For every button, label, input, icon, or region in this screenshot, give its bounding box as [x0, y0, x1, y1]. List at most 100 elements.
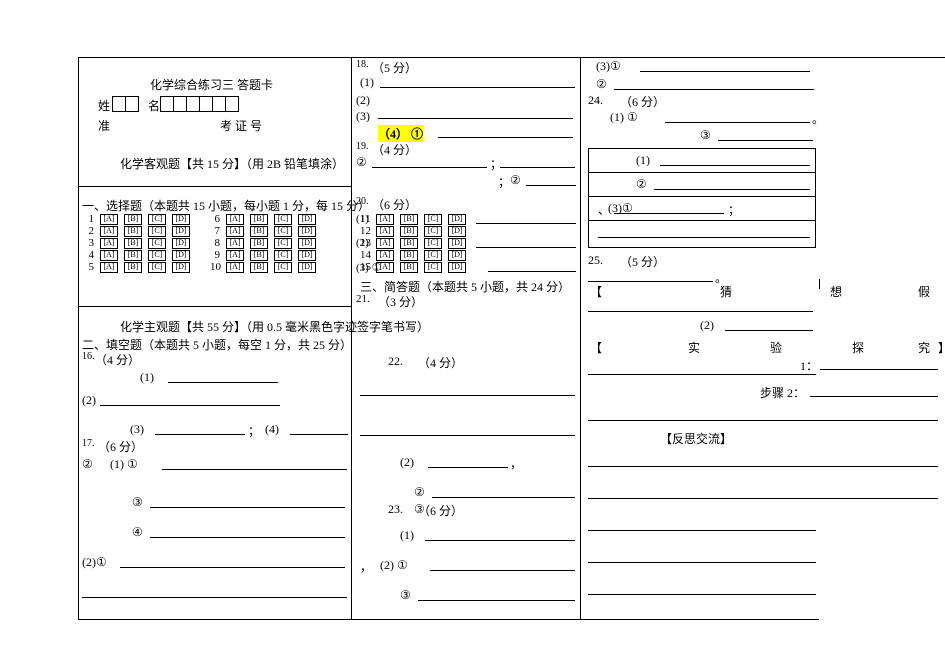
q20-pts: （6 分） — [372, 196, 417, 213]
q20-2-line — [476, 247, 576, 248]
q25-step2-line — [810, 396, 938, 397]
q17-1: (1) ① — [110, 457, 138, 472]
q23-num: 23. — [388, 502, 403, 517]
q25-step1-line — [820, 369, 938, 370]
id-lead: 准 — [98, 117, 110, 134]
q20-1-line — [476, 223, 576, 224]
answer-sheet: 化学综合练习三 答题卡 姓 名 准 考 证 号 化学客观题【共 15 分】（用 … — [0, 0, 945, 669]
q22-2: (2) — [400, 455, 414, 470]
q18-4-line — [438, 137, 573, 138]
q25-line-c — [588, 466, 938, 467]
q23-pts: （6 分） — [418, 502, 463, 519]
q25-brk2-a: 实 — [688, 339, 700, 356]
q23-2-line — [430, 570, 575, 571]
hline-2 — [78, 306, 351, 307]
q25-step2-line2 — [588, 420, 938, 421]
q22-2-comma: ， — [510, 455, 522, 472]
q18-c2: ② — [356, 155, 367, 170]
part1-title: 一、选择题（本题共 15 小题，每小题 1 分，每 15 分） — [82, 197, 370, 214]
q25-brk1-a: 猜 — [720, 283, 732, 300]
q16-4: (4) — [265, 422, 279, 437]
q23-comma: ， — [360, 558, 372, 575]
col-div-3a — [819, 279, 820, 289]
frame-top — [78, 57, 945, 58]
q23-1: (1) — [400, 528, 414, 543]
q25-line-b — [588, 311, 813, 312]
q18-2-line — [378, 118, 573, 119]
q20-1: (1) — [356, 213, 369, 225]
q20-num: 20. — [356, 196, 369, 207]
q23-c3-line — [418, 600, 575, 601]
q18-3: (3) — [356, 109, 370, 124]
subj-title: 化学主观题【共 55 分】（用 0.5 毫米黑色字迹签字笔书写） — [120, 318, 429, 335]
q25-brk1-c: 假 — [918, 283, 930, 300]
name-boxes — [112, 96, 138, 112]
hline-bottom-12 — [78, 619, 580, 620]
q25-r2: (2) — [700, 318, 714, 333]
q24-1-per: 。 — [812, 110, 824, 127]
q17-c3-line — [150, 507, 345, 508]
q16-4-line — [290, 434, 348, 435]
q24-t-r2: ② — [636, 177, 647, 192]
q17-2: (2)① — [82, 555, 107, 570]
q22-line-b — [360, 435, 575, 436]
q17-2-line2 — [82, 597, 347, 598]
q25-brk2-close: 】 — [938, 339, 945, 356]
col-div-2 — [580, 57, 581, 619]
hline-bottom-3 — [580, 619, 819, 620]
q25-brk2-open: 【 — [590, 339, 602, 356]
q19-semi: ； — [498, 173, 510, 190]
c3-top-line — [640, 71, 810, 72]
q18-1: (1) — [360, 75, 374, 90]
q18-4-hi: （4） ① — [378, 125, 423, 142]
q25-brk1-b: 想 — [830, 283, 842, 300]
q18-c2-semi: ； — [490, 155, 502, 172]
name-lead: 姓 — [98, 97, 110, 114]
q17-1-line — [162, 469, 347, 470]
q18-c2-line — [372, 167, 487, 168]
q16-3-line — [155, 434, 245, 435]
q25-pts: （5 分） — [620, 253, 665, 270]
q25-brk1-open: 【 — [590, 283, 602, 300]
q24-t-r3-s: ； — [728, 201, 740, 218]
q24-tr2 — [588, 196, 816, 197]
q25-line-g — [588, 594, 816, 595]
name-boxes-2 — [160, 96, 238, 112]
q18-num: 18. — [356, 59, 369, 70]
q25-brk2-c: 探 — [852, 339, 864, 356]
q17-c4: ④ — [132, 525, 143, 540]
q17-pts: （6 分） — [98, 438, 143, 455]
c3-top-c2-line — [614, 89, 814, 90]
c3-top-3: (3)① — [596, 59, 621, 74]
q22-c2-line — [432, 497, 575, 498]
q16-3-semi: ； — [248, 422, 260, 439]
q25-line-f — [588, 562, 816, 563]
q24-1: (1) ① — [610, 110, 638, 125]
q16-2-line — [100, 405, 280, 406]
q22-2-line — [428, 467, 508, 468]
q16-num: 16. — [82, 351, 95, 362]
q17-c2-lead: ② — [82, 457, 93, 472]
hline-1 — [78, 186, 351, 187]
q22-pts: （4 分） — [418, 354, 463, 371]
q24-c3: ③ — [700, 128, 711, 143]
q24-table — [588, 148, 816, 248]
q24-tr3 — [588, 220, 816, 221]
q24-1-line — [665, 122, 810, 123]
q24-c3-line — [718, 140, 813, 141]
q16-2: (2) — [82, 393, 96, 408]
obj-title: 化学客观题【共 15 分】（用 2B 铅笔填涂） — [120, 155, 344, 172]
q16-pts: （4 分） — [95, 351, 140, 368]
q17-2-line — [120, 567, 345, 568]
q25-step1: 1： — [800, 357, 818, 374]
q18-pts: （5 分） — [372, 59, 417, 76]
q23-2: (2) ① — [380, 558, 408, 573]
q24-t-r1: (1) — [636, 153, 650, 168]
q18-2: (2) — [356, 93, 370, 108]
frame-left — [78, 57, 79, 619]
q17-c4-line — [150, 537, 345, 538]
title: 化学综合练习三 答题卡 — [150, 76, 273, 93]
q23-1-line — [425, 540, 575, 541]
q19-c2-line — [526, 185, 576, 186]
q25-brk2-d: 究 — [918, 339, 930, 356]
